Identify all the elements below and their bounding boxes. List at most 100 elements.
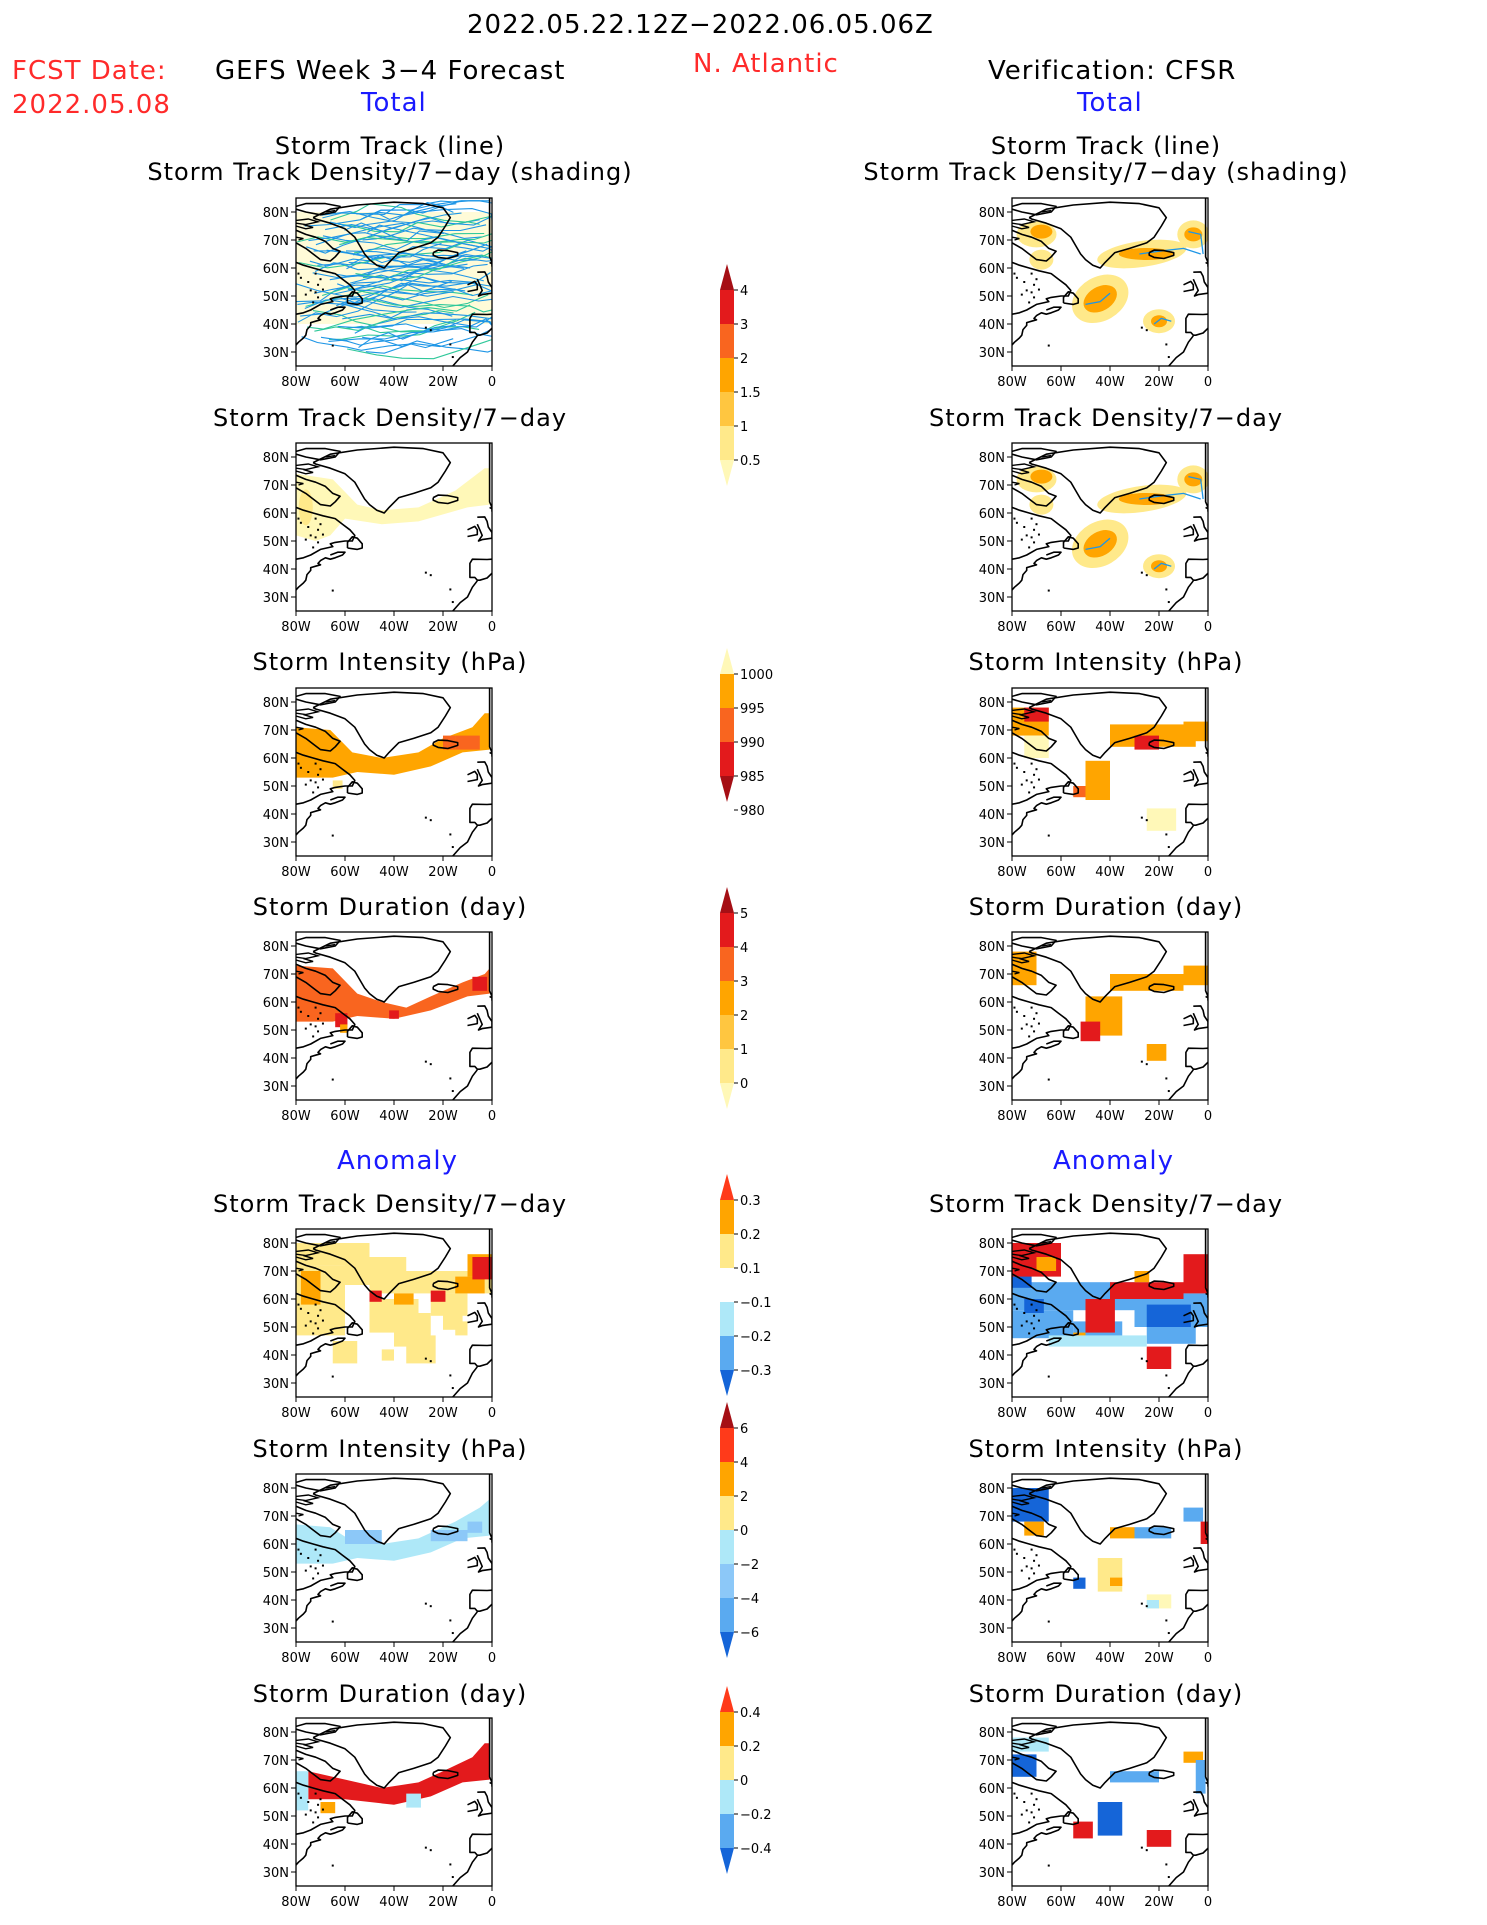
coastline-2 (1012, 719, 1057, 752)
island-dot-0 (309, 1809, 312, 1812)
archipelago-3 (1041, 1485, 1052, 1489)
storm-track (1085, 292, 1111, 306)
lat-label: 60N (979, 507, 1005, 522)
lon-label: 20W (428, 865, 458, 880)
coastline-11 (488, 1474, 492, 1539)
island-dot-5 (1033, 1803, 1036, 1806)
archipelago-2 (296, 1756, 304, 1761)
colorbar-label: 2 (740, 352, 748, 367)
grid-cell (406, 1335, 436, 1364)
panel-title-intensity-right: Storm Intensity (hPa) (968, 648, 1244, 676)
archipelago-2 (296, 481, 304, 486)
lon-label: 60W (1046, 620, 1076, 635)
coastline-3 (1012, 1537, 1072, 1591)
map-content (1012, 932, 1208, 1100)
lon-label: 20W (428, 1651, 458, 1666)
lon-label: 80W (281, 620, 311, 635)
island-dot-8 (297, 1548, 300, 1551)
coastline-1 (296, 202, 341, 216)
island-dot-14 (1165, 1863, 1168, 1866)
lat-label: 50N (979, 290, 1005, 305)
island-dot-17 (1047, 1620, 1050, 1623)
island-dot-5 (317, 1017, 320, 1020)
island-dot-1 (1030, 536, 1033, 539)
coastline-12 (1205, 1537, 1208, 1543)
storm-track (301, 336, 454, 351)
lon-label: 60W (330, 1406, 360, 1421)
storm-track (339, 234, 492, 246)
lat-label: 60N (263, 262, 289, 277)
colorbar-segment (720, 290, 734, 324)
island-dot-1 (1030, 1025, 1033, 1028)
coastline-8 (467, 1311, 479, 1324)
island-dot-9 (1030, 762, 1033, 765)
map-svg: 80N 70N 60N 50N 40N 30N 80W 60W 40W 20W 0 (263, 687, 496, 880)
coastline-12 (489, 1537, 492, 1543)
storm-track (333, 243, 488, 295)
grid-cell (1183, 1507, 1204, 1522)
colorbar-label: 1 (740, 1043, 748, 1058)
island-dot-8 (297, 1303, 300, 1306)
coastline-0 (312, 1232, 452, 1300)
archipelago-2 (1012, 236, 1020, 241)
panel-title-density-anom-left: Storm Track Density/7−day (212, 1190, 568, 1218)
grid-cell (1080, 1021, 1101, 1042)
island-dot-13 (429, 1063, 432, 1066)
colorbar-cap-top (720, 648, 734, 674)
island-dot-14 (1165, 1374, 1168, 1377)
island-dot-15 (1167, 1387, 1170, 1390)
island-dot-10 (312, 301, 315, 304)
map-svg: 80N 70N 60N 50N 40N 30N 80W 60W 40W 20W 0 (263, 197, 496, 390)
lat-label: 80N (263, 1237, 289, 1252)
island-dot-16 (1151, 1666, 1153, 1668)
colorbar-intensity-total: 1000 995 990 985 980 (700, 648, 780, 819)
duration-anom-area (308, 1743, 490, 1805)
lon-label: 20W (428, 1406, 458, 1421)
island-dot-16 (1151, 1421, 1153, 1423)
map-panel-density-anom-obs: 80N 70N 60N 50N 40N 30N 80W 60W 40W 20W 0 (966, 1228, 1228, 1429)
lon-label: 80W (997, 1895, 1027, 1910)
island-dot-0 (1025, 534, 1028, 537)
lon-label: 0 (488, 375, 496, 390)
island-dot-7 (304, 293, 307, 296)
colorbar-label: −0.3 (740, 1364, 772, 1379)
region-title: N. Atlantic (693, 49, 839, 79)
island-dot-6 (321, 288, 324, 291)
island-dot-2 (319, 1309, 322, 1312)
archipelago-3 (325, 1485, 336, 1489)
lat-label: 30N (979, 1622, 1005, 1637)
coastline-3 (296, 1781, 356, 1835)
island-dot-9 (1030, 517, 1033, 520)
grid-cell (1048, 1335, 1147, 1347)
density-blob (1184, 227, 1203, 242)
island-dot-6 (321, 778, 324, 781)
island-dot-2 (1035, 1012, 1038, 1015)
archipelago-3 (325, 943, 336, 947)
island-dot-10 (1028, 1332, 1031, 1335)
island-dot-3 (307, 771, 310, 773)
density-blob (1083, 530, 1117, 558)
coastline-3 (1012, 1781, 1072, 1835)
island-dot-7 (1020, 538, 1023, 541)
archipelago-0 (1012, 463, 1037, 471)
archipelago-0 (1012, 218, 1037, 226)
colorbar-cap-bottom (720, 1632, 734, 1658)
island-dot-10 (1028, 546, 1031, 549)
island-dot-1 (1030, 291, 1033, 294)
island-dot-5 (317, 1314, 320, 1317)
coastline-5 (1062, 1567, 1079, 1582)
island-dot-9 (1030, 1006, 1033, 1009)
colorbar-cap-bottom (720, 776, 734, 802)
island-dot-13 (429, 819, 432, 822)
map-svg: 80N 70N 60N 50N 40N 30N 80W 60W 40W 20W 0 (263, 1717, 496, 1910)
island-dot-1 (314, 781, 317, 784)
lat-label: 80N (263, 696, 289, 711)
coastline-10 (452, 825, 478, 856)
island-dot-17 (331, 834, 334, 837)
island-dot-14 (449, 1863, 452, 1866)
island-dot-3 (1023, 1557, 1026, 1559)
island-dot-13 (429, 574, 432, 577)
grid-cell (389, 1010, 399, 1019)
coastline-6 (1148, 494, 1175, 505)
lat-label: 60N (979, 752, 1005, 767)
